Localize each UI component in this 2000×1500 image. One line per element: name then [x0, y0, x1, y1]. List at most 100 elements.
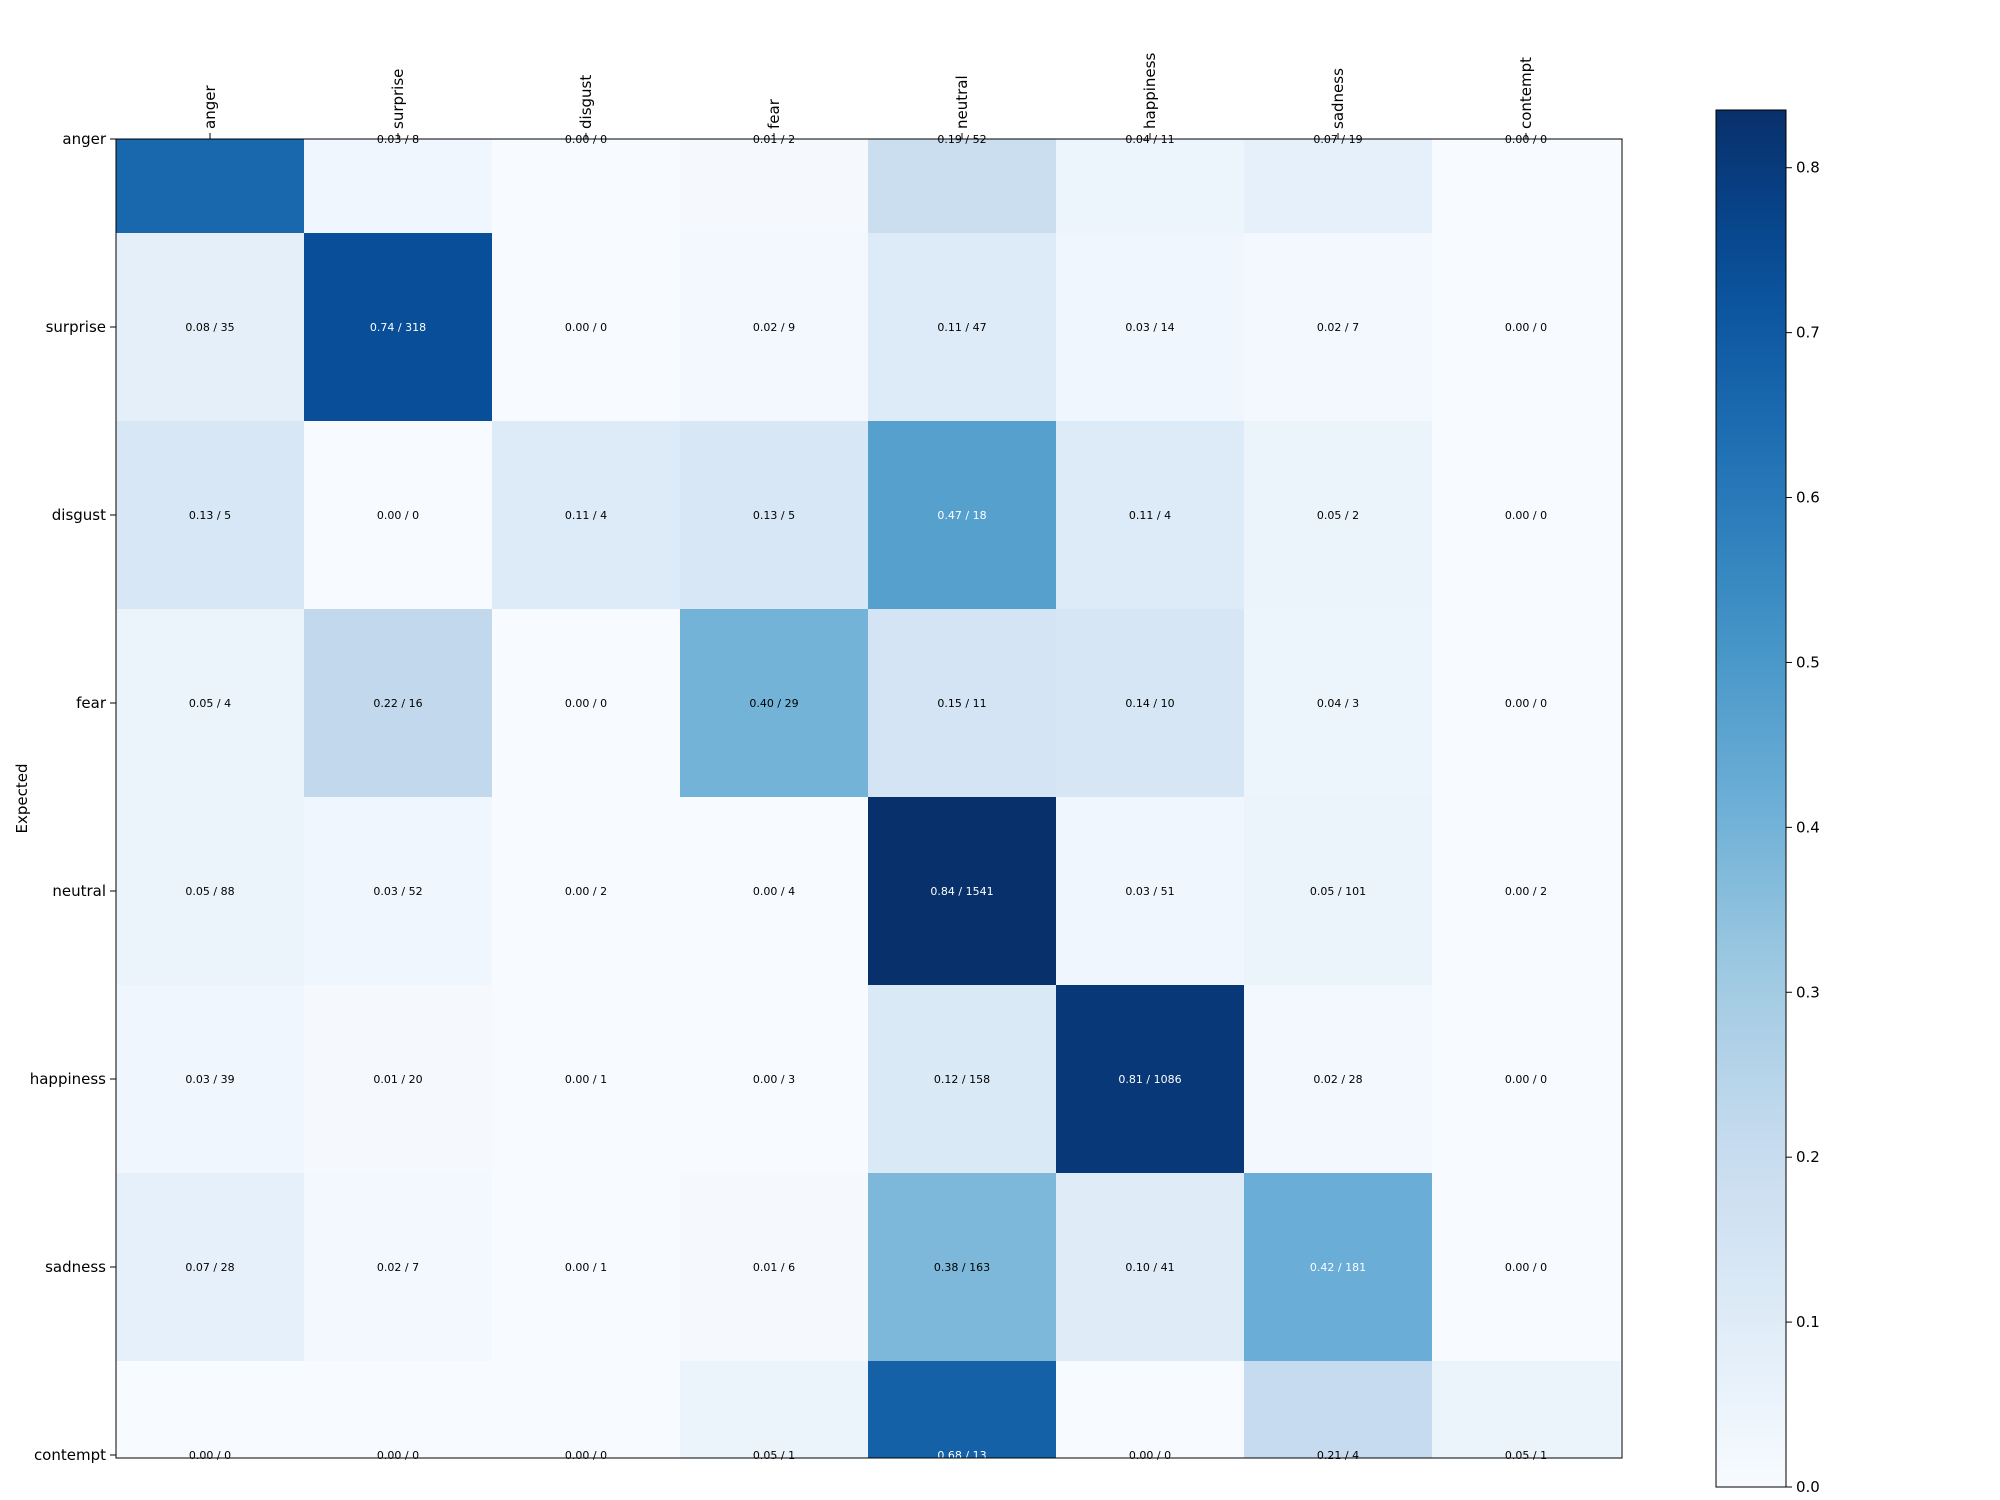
- colorbar-tick-label: 0.6: [1796, 489, 1820, 507]
- heatmap-cell: [868, 985, 1057, 1174]
- heatmap-cell: [116, 1173, 305, 1362]
- cell-value-label: 0.00 / 2: [565, 885, 607, 898]
- heatmap-cell: [1432, 1173, 1621, 1362]
- heatmap-cell: [1432, 985, 1621, 1174]
- heatmap-cell: [1056, 1361, 1245, 1459]
- cell-value-label: 0.00 / 0: [1505, 509, 1547, 522]
- cell-value-label: 0.00 / 0: [189, 1449, 231, 1462]
- heatmap-cell: [1056, 797, 1245, 986]
- cell-value-label: 0.00 / 0: [1505, 321, 1547, 334]
- heatmap-cells: [116, 139, 1621, 1459]
- heatmap-cell: [304, 985, 493, 1174]
- x-tick-label: neutral: [953, 75, 971, 129]
- heatmap-cell: [868, 609, 1057, 798]
- x-axis-ticks: anger surprise disgust fear neutral happiness…: [201, 53, 1535, 139]
- heatmap-cell: [680, 1361, 869, 1459]
- heatmap-cell: [1244, 1173, 1433, 1362]
- cell-value-label: 0.21 / 4: [1317, 1449, 1359, 1462]
- cell-value-label: 0.42 / 181: [1310, 1261, 1366, 1274]
- cell-value-label: 0.05 / 1: [753, 1449, 795, 1462]
- cell-value-label: 0.38 / 163: [934, 1261, 990, 1274]
- y-tick-label: anger: [62, 130, 106, 148]
- heatmap-cell: [116, 233, 305, 422]
- cell-value-label: 0.04 / 3: [1317, 697, 1359, 710]
- heatmap-cell: [868, 421, 1057, 610]
- y-axis-ticks: anger surprise disgust fear neutral happiness…: [30, 130, 116, 1464]
- heatmap-cell: [492, 985, 681, 1174]
- cell-value-label: 0.00 / 0: [1505, 697, 1547, 710]
- colorbar-tick-label: 0.1: [1796, 1313, 1820, 1331]
- cell-value-label: 0.74 / 318: [370, 321, 426, 334]
- cell-value-label: 0.08 / 35: [185, 321, 234, 334]
- plot-frame: [115, 138, 1623, 1459]
- heatmap-cell: [1056, 609, 1245, 798]
- heatmap-cell: [868, 233, 1057, 422]
- heatmap-cell: [1244, 421, 1433, 610]
- heatmap-cell: [1432, 421, 1621, 610]
- heatmap-cell: [680, 421, 869, 610]
- heatmap-cell: [116, 1361, 305, 1459]
- cell-value-label: 0.15 / 11: [937, 697, 986, 710]
- cell-value-label: 0.00 / 0: [1129, 1449, 1171, 1462]
- heatmap-cell: [1056, 985, 1245, 1174]
- heatmap-cell: [1244, 797, 1433, 986]
- cell-value-label: 0.00 / 0: [377, 509, 419, 522]
- heatmap-cell-labels: 0.03 / 8 0.00 / 0 0.01 / 2 0.19 / 52 0.04 / …: [185, 133, 1547, 1462]
- heatmap-cell: [492, 139, 681, 234]
- heatmap-cell: [304, 139, 493, 234]
- heatmap-cell: [1056, 1173, 1245, 1362]
- heatmap-cell: [116, 139, 305, 234]
- heatmap-cell: [304, 609, 493, 798]
- heatmap-cell: [680, 1173, 869, 1362]
- heatmap-cell: [304, 797, 493, 986]
- cell-value-label: 0.00 / 1: [565, 1073, 607, 1086]
- colorbar-ticks: 0.0 0.1 0.2 0.3 0.4 0.5 0.6 0.7 0.8: [1786, 159, 1820, 1496]
- heatmap-cell: [1244, 609, 1433, 798]
- cell-value-label: 0.01 / 20: [373, 1073, 422, 1086]
- cell-value-label: 0.00 / 0: [1505, 1261, 1547, 1274]
- colorbar-tick-label: 0.4: [1796, 818, 1820, 836]
- cell-value-label: 0.02 / 7: [377, 1261, 419, 1274]
- heatmap-cell: [1244, 985, 1433, 1174]
- colorbar-tick-label: 0.3: [1796, 983, 1820, 1001]
- y-tick-label: surprise: [46, 318, 106, 336]
- heatmap-cell: [492, 233, 681, 422]
- x-tick-label: anger: [201, 85, 219, 129]
- heatmap-cell: [116, 609, 305, 798]
- heatmap-cell: [304, 421, 493, 610]
- cell-value-label: 0.84 / 1541: [930, 885, 993, 898]
- cell-value-label: 0.05 / 88: [185, 885, 234, 898]
- cell-value-label: 0.47 / 18: [937, 509, 986, 522]
- heatmap-cell: [492, 1173, 681, 1362]
- heatmap-cell: [304, 233, 493, 422]
- heatmap-cell: [1432, 233, 1621, 422]
- heatmap-cell: [868, 139, 1057, 234]
- cell-value-label: 0.11 / 4: [565, 509, 607, 522]
- heatmap-cell: [304, 1173, 493, 1362]
- heatmap-cell: [1432, 139, 1621, 234]
- colorbar-gradient: [1715, 109, 1787, 1488]
- colorbar: 0.0 0.1 0.2 0.3 0.4 0.5 0.6 0.7 0.8: [1715, 109, 1820, 1496]
- cell-value-label: 0.01 / 6: [753, 1261, 795, 1274]
- cell-value-label: 0.13 / 5: [753, 509, 795, 522]
- cell-value-label: 0.10 / 41: [1125, 1261, 1174, 1274]
- cell-value-label: 0.05 / 101: [1310, 885, 1366, 898]
- heatmap-cell: [1056, 421, 1245, 610]
- y-tick-label: happiness: [30, 1070, 106, 1088]
- heatmap-cell: [492, 797, 681, 986]
- heatmap-cell: [304, 1361, 493, 1459]
- heatmap-cell: [1432, 609, 1621, 798]
- heatmap-cell: [116, 797, 305, 986]
- colorbar-tick-label: 0.0: [1796, 1478, 1820, 1496]
- x-tick-label: disgust: [577, 75, 595, 129]
- heatmap-cell: [680, 609, 869, 798]
- y-axis-label: Expected: [13, 764, 31, 834]
- cell-value-label: 0.05 / 1: [1505, 1449, 1547, 1462]
- cell-value-label: 0.02 / 9: [753, 321, 795, 334]
- heatmap-cell: [1432, 1361, 1621, 1459]
- x-tick-label: fear: [765, 98, 783, 129]
- cell-value-label: 0.11 / 47: [937, 321, 986, 334]
- cell-value-label: 0.00 / 0: [565, 321, 607, 334]
- heatmap-cell: [492, 609, 681, 798]
- colorbar-tick-label: 0.5: [1796, 653, 1820, 671]
